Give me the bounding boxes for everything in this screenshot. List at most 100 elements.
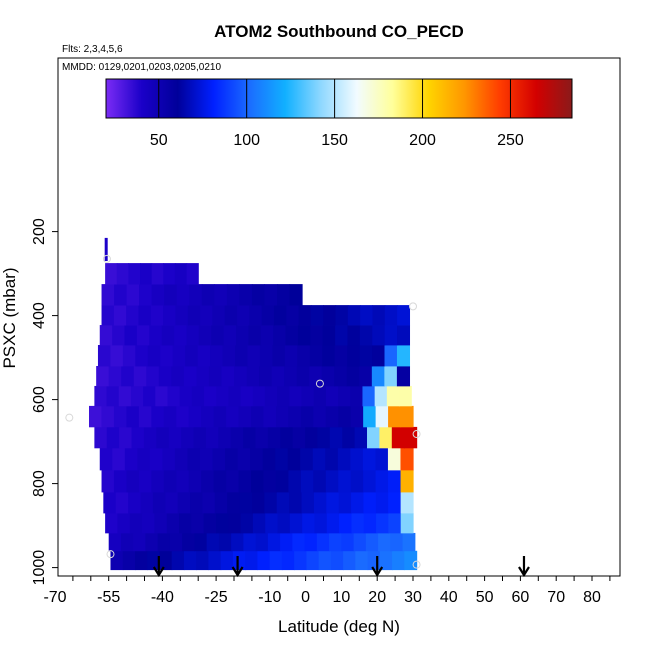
heatmap-cell	[249, 305, 263, 326]
heatmap-cell	[162, 447, 176, 471]
heatmap-cell	[214, 492, 228, 514]
heatmap-cell	[126, 284, 140, 306]
heatmap-cell	[94, 385, 108, 407]
heatmap-cell	[276, 284, 291, 306]
heatmap-cell	[309, 345, 323, 367]
heatmap-cell	[138, 305, 152, 326]
heatmap-cell	[226, 284, 240, 306]
heatmap-cell	[201, 469, 215, 493]
heatmap-cell	[300, 469, 314, 493]
heatmap-cell	[275, 469, 290, 493]
heatmap-cell	[397, 305, 411, 326]
heatmap-cell	[350, 447, 364, 471]
heatmap-cell	[202, 492, 216, 514]
heatmap-cell	[190, 492, 204, 514]
heatmap-cell	[179, 385, 193, 407]
x-tick-label: -40	[151, 589, 174, 606]
heatmap-cell	[388, 492, 402, 514]
heatmap-cell	[392, 550, 405, 571]
down-arrow	[152, 556, 165, 578]
x-tick-label: 50	[476, 589, 494, 606]
heatmap-cell	[300, 447, 314, 471]
x-tick-label: 60	[512, 589, 530, 606]
heatmap-cell	[163, 469, 177, 493]
heatmap-cell	[101, 469, 115, 493]
heatmap-cell	[163, 263, 176, 285]
heatmap-cell	[367, 426, 381, 449]
heatmap-cell	[400, 447, 414, 471]
heatmap-cell	[237, 305, 250, 326]
x-tick-label: 0	[301, 589, 310, 606]
heatmap-cell	[325, 469, 339, 493]
heatmap-cell	[251, 469, 265, 493]
heatmap-cell	[197, 345, 211, 367]
heatmap-cell	[210, 345, 224, 367]
heatmap-cell	[312, 447, 326, 471]
heatmap-cell	[238, 405, 252, 428]
heatmap-cell	[296, 366, 310, 387]
heatmap-cell	[172, 345, 186, 367]
heatmap-cell	[99, 325, 113, 346]
x-tick-label: -55	[97, 589, 120, 606]
heatmap-cell	[313, 405, 327, 428]
heatmap-cell	[250, 447, 264, 471]
heatmap-cell	[155, 385, 169, 407]
heatmap-cell	[126, 469, 140, 493]
heatmap-cell	[200, 305, 213, 326]
heatmap-cell	[262, 447, 276, 471]
heatmap-cell	[326, 492, 340, 514]
heatmap-cell	[329, 426, 343, 449]
heatmap-cell	[214, 284, 228, 306]
heatmap-cell	[272, 345, 286, 367]
colorbar-tick-label: 250	[497, 132, 524, 149]
heatmap-cell	[313, 469, 327, 493]
heatmap-cell	[201, 405, 215, 428]
heatmap-cell	[353, 532, 367, 552]
heatmap-cell	[264, 284, 278, 306]
heatmap-cell	[208, 550, 222, 571]
heatmap-cell	[110, 345, 124, 367]
heatmap-cell	[376, 513, 389, 534]
heatmap-cell	[396, 366, 411, 387]
heatmap-cell	[322, 345, 336, 367]
heatmap-cell	[122, 345, 136, 367]
sample-marker	[409, 302, 417, 311]
heatmap-cell	[225, 447, 239, 471]
heatmap-cell	[220, 550, 234, 571]
colorbar-gradient	[105, 78, 573, 119]
heatmap-cell	[169, 532, 183, 552]
heatmap-cell	[321, 366, 335, 387]
heatmap-cell	[231, 532, 244, 552]
heatmap-cell	[204, 385, 217, 407]
heatmap-cell	[400, 469, 414, 493]
heatmap-cell	[158, 366, 172, 387]
heatmap-cell	[275, 405, 289, 428]
heatmap-cell	[322, 325, 336, 346]
heatmap-cell	[330, 550, 344, 571]
heatmap-cell	[228, 513, 242, 534]
heatmap-cell	[89, 405, 103, 428]
heatmap-cell	[351, 492, 365, 514]
heatmap-cell	[261, 305, 275, 326]
heatmap-cell	[239, 492, 253, 514]
heatmap-cell	[346, 366, 360, 387]
sample-marker	[412, 560, 421, 569]
heatmap-cell	[334, 366, 348, 387]
heatmap-cell	[284, 345, 298, 367]
heatmap-cell	[397, 325, 411, 346]
down-arrow	[371, 556, 384, 578]
heatmap-cell	[212, 305, 226, 326]
heatmap-cell	[264, 385, 278, 407]
down-arrow	[231, 556, 244, 578]
heatmap-cell	[113, 469, 128, 493]
heatmap-cell	[101, 405, 115, 428]
heatmap-cell	[108, 532, 122, 552]
heatmap-cell	[94, 426, 108, 449]
heatmap-cell	[124, 447, 138, 471]
heatmap-cell	[218, 532, 232, 552]
heatmap-cell	[157, 532, 171, 552]
heatmap-cell	[193, 426, 207, 449]
heatmap-cell	[235, 345, 249, 367]
heatmap-cell	[188, 469, 202, 493]
